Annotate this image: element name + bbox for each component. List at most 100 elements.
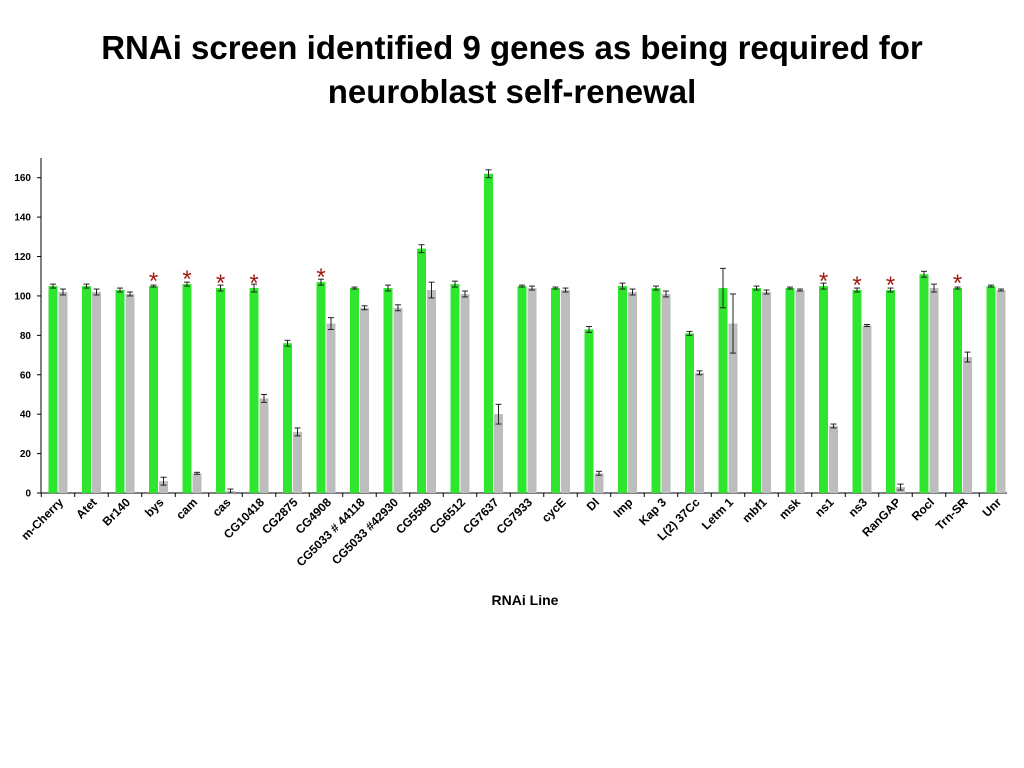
y-tick-label: 40 [20, 410, 32, 421]
significance-star: * [819, 268, 828, 295]
bar [484, 173, 493, 493]
category-label: CG6512 [427, 495, 469, 537]
bar [293, 431, 302, 493]
significance-star: * [249, 270, 258, 297]
bar [752, 288, 761, 493]
bar [584, 329, 594, 493]
bar [618, 286, 627, 493]
bar [427, 290, 436, 493]
category-label: ns1 [812, 495, 837, 520]
bar [561, 290, 570, 493]
bar [862, 325, 872, 493]
bar [527, 288, 537, 493]
bar [517, 286, 527, 493]
category-label: bys [142, 495, 167, 520]
category-label: ns3 [846, 495, 871, 520]
bar [350, 288, 359, 493]
bar [393, 307, 403, 493]
y-tick-label: 20 [20, 449, 32, 460]
category-label: CG7933 [494, 495, 536, 537]
bar [628, 292, 637, 493]
category-label: Atet [73, 495, 99, 521]
bar [886, 290, 895, 493]
chart-marks: 0 20 40 60 80 100 120 140 160 m-Cherry Atet Br140 by… [14, 158, 1007, 569]
bar [249, 288, 259, 493]
category-label: cycE [539, 495, 569, 525]
bar [149, 286, 158, 493]
bar [929, 288, 939, 493]
bar [192, 473, 202, 493]
bar [283, 343, 292, 493]
y-tick-label: 80 [20, 331, 32, 342]
bar [360, 307, 369, 493]
category-label: cas [210, 495, 234, 519]
bar [651, 288, 661, 493]
category-label: Unr [980, 495, 1005, 520]
y-tick-label: 160 [14, 173, 31, 184]
bar [92, 292, 101, 493]
bar [963, 357, 972, 493]
category-label: m-Cherry [18, 495, 66, 543]
bar [417, 248, 426, 493]
bar [125, 293, 135, 493]
bar [594, 473, 604, 493]
y-tick-label: 100 [14, 291, 31, 302]
significance-star: * [149, 268, 158, 295]
bar [728, 323, 738, 493]
bar [450, 284, 460, 493]
category-label: CG7637 [460, 495, 502, 537]
category-label: Rocl [909, 495, 937, 523]
title-line-2: neuroblast self-renewal [327, 73, 697, 110]
bar [953, 288, 962, 493]
bar [259, 398, 269, 493]
bar [685, 333, 694, 493]
bar [785, 288, 795, 493]
bar [460, 293, 470, 493]
slide-title: RNAi screen identified 9 genes as being … [40, 26, 984, 114]
category-label: Br140 [100, 495, 134, 529]
bar [159, 481, 168, 493]
bar [695, 372, 704, 493]
significance-star: * [182, 266, 191, 293]
category-label: Dl [584, 495, 602, 513]
y-tick-label: 0 [25, 489, 31, 500]
bar [718, 288, 728, 493]
bar [58, 292, 68, 493]
bar [48, 286, 58, 493]
category-label: Imp [611, 495, 636, 520]
category-label: CG2875 [259, 495, 301, 537]
y-tick-label: 120 [14, 252, 31, 263]
category-label: msk [776, 495, 803, 522]
bar [919, 274, 929, 493]
significance-star: * [216, 270, 225, 297]
bar [494, 414, 503, 493]
bar [216, 288, 225, 493]
bar [661, 293, 671, 493]
significance-star: * [316, 264, 325, 291]
bar [115, 290, 125, 493]
category-label: Trn-SR [933, 495, 971, 533]
category-label: Letm 1 [699, 495, 736, 532]
significance-star: * [852, 272, 861, 299]
bar [326, 323, 336, 493]
y-tick-label: 60 [20, 370, 32, 381]
bar [383, 288, 393, 493]
bar [852, 290, 862, 493]
category-label: cam [173, 495, 200, 522]
bar [829, 426, 838, 493]
title-line-1: RNAi screen identified 9 genes as being … [101, 29, 923, 66]
bar [551, 288, 560, 493]
bar [986, 286, 996, 493]
category-label: mbf1 [739, 495, 769, 525]
bar [819, 286, 828, 493]
significance-star: * [953, 270, 962, 297]
bar [996, 290, 1006, 493]
bar [82, 286, 91, 493]
category-label: CG5589 [393, 495, 435, 537]
significance-star: * [886, 272, 895, 299]
x-axis-title: RNAi Line [492, 592, 559, 608]
bar [762, 292, 771, 493]
bar [182, 284, 192, 493]
bar [316, 282, 326, 493]
